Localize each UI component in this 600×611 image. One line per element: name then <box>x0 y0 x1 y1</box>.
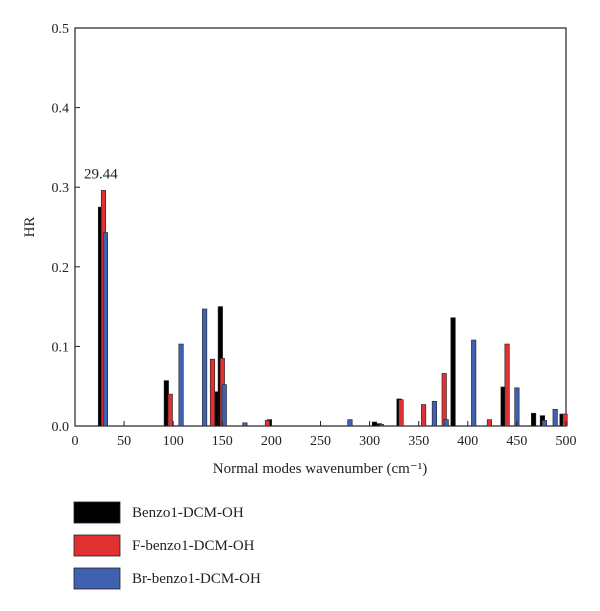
bar-s2-11 <box>541 420 547 427</box>
bar-s1-6 <box>421 404 427 427</box>
bar-s1-8 <box>486 419 492 427</box>
y-tick-label-4: 0.4 <box>52 102 70 117</box>
x-tick-label-1: 50 <box>117 434 131 449</box>
bar-s2-7 <box>431 401 437 427</box>
bar-s2-5 <box>347 419 353 427</box>
bar-s2-10 <box>514 387 520 427</box>
bar-s0-10 <box>531 412 537 427</box>
bar-s1-7 <box>441 373 447 427</box>
y-tick-label-1: 0.1 <box>52 340 70 355</box>
x-tick-label-5: 250 <box>310 434 331 449</box>
bar-s2-1 <box>178 343 184 427</box>
legend-swatch-f-benzo1 <box>73 534 121 557</box>
bar-s2-9 <box>471 339 477 427</box>
x-tick-label-10: 500 <box>556 434 577 449</box>
x-tick-label-8: 400 <box>457 434 478 449</box>
plot-frame <box>74 27 567 427</box>
bar-s1-9 <box>504 343 510 427</box>
x-tick-label-4: 200 <box>261 434 282 449</box>
x-tick-label-3: 150 <box>212 434 233 449</box>
bar-s2-0 <box>102 232 108 427</box>
bar-s2-12 <box>552 408 558 427</box>
legend-swatch-br-benzo1 <box>73 567 121 590</box>
bar-s2-4 <box>242 422 248 427</box>
bar-s1-1 <box>167 393 173 427</box>
bar-s1-2 <box>209 358 216 427</box>
ticks-layer: 0 50 100 150 200 250 300 350 400 450 500 0.0 0.1 0.2 0… <box>52 22 577 449</box>
x-tick-label-0: 0 <box>72 434 79 449</box>
x-tick-label-7: 350 <box>408 434 429 449</box>
bar-s2-2 <box>202 308 208 427</box>
y-tick-label-0: 0.0 <box>52 420 70 435</box>
legend: Benzo1-DCM-OH F-benzo1-DCM-OH Br-benzo1-… <box>73 501 261 590</box>
annotation-label: 29.44 <box>84 166 118 182</box>
legend-swatch-benzo1 <box>73 501 121 524</box>
x-tick-label-9: 450 <box>506 434 527 449</box>
x-tick-label-2: 100 <box>163 434 184 449</box>
y-tick-label-5: 0.5 <box>52 22 70 37</box>
y-tick-label-2: 0.2 <box>52 261 70 276</box>
legend-label-benzo1: Benzo1-DCM-OH <box>132 505 244 521</box>
bar-s2-3 <box>221 384 227 427</box>
y-axis-title: HR <box>22 217 38 238</box>
bar-s0-8 <box>450 317 456 427</box>
bars-layer <box>97 190 568 427</box>
bar-s2-8 <box>443 419 449 427</box>
x-tick-label-6: 300 <box>359 434 380 449</box>
legend-label-br-benzo1: Br-benzo1-DCM-OH <box>132 571 261 587</box>
legend-label-f-benzo1: F-benzo1-DCM-OH <box>132 538 255 554</box>
bar-s1-10 <box>562 413 568 427</box>
bar-s2-6 <box>378 424 384 427</box>
x-axis-title: Normal modes wavenumber (cm⁻¹) <box>213 461 427 477</box>
bar-s1-4 <box>264 420 271 427</box>
bar-s1-5 <box>398 399 404 427</box>
y-tick-label-3: 0.3 <box>52 181 70 196</box>
bar-s0-5 <box>371 421 378 427</box>
